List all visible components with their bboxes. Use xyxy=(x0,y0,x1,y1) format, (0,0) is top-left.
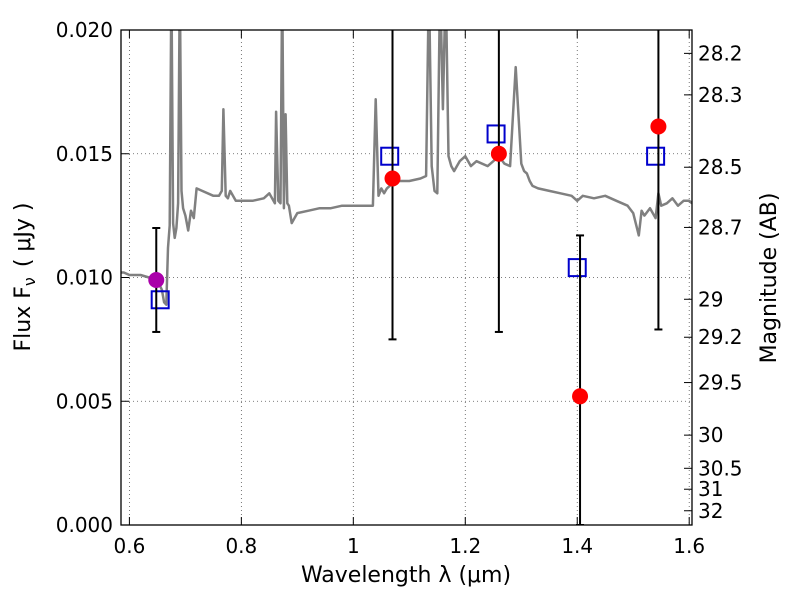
y-tick-label: 0.005 xyxy=(56,389,113,413)
observed-photometry-marker xyxy=(384,170,401,187)
y-axis-label-unit: ( μJy ) xyxy=(11,203,36,268)
model-spectrum-line xyxy=(121,30,692,306)
detection-marker xyxy=(148,271,165,288)
y2-tick-label: 31 xyxy=(698,477,723,501)
x-tick-label: 1.4 xyxy=(561,534,593,558)
observed-photometry-marker xyxy=(490,145,507,162)
model-photometry-marker xyxy=(380,146,400,166)
x-tick-label: 0.8 xyxy=(225,534,257,558)
y2-tick-label: 29.2 xyxy=(698,325,743,349)
model-photometry-marker xyxy=(646,146,666,166)
y-tick-label: 0.010 xyxy=(56,266,113,290)
y2-tick-label: 30.5 xyxy=(698,456,743,480)
y2-tick-label: 28.2 xyxy=(698,41,743,65)
y2-tick-label: 32 xyxy=(698,499,723,523)
x-tick-label: 1 xyxy=(347,534,360,558)
y-tick-label: 0.020 xyxy=(56,18,113,42)
x-tick-label: 1.6 xyxy=(673,534,705,558)
y2-tick-label: 28.3 xyxy=(698,83,743,107)
x-axis-label: Wavelength λ (μm) xyxy=(301,563,511,588)
y2-tick-label: 28.5 xyxy=(698,155,743,179)
observed-photometry-marker xyxy=(572,388,589,405)
y-axis-label-main: Flux F xyxy=(11,286,36,351)
axes-ticks: 0.6 0.8 1 1.2 1.4 1.6 0.000 0.005 0.010 0.015 0.02… xyxy=(56,18,743,558)
model-photometry-marker xyxy=(567,258,587,278)
y-tick-label: 0.015 xyxy=(56,142,113,166)
plot-area xyxy=(121,30,692,525)
y2-tick-label: 28.7 xyxy=(698,215,743,239)
x-tick-label: 0.6 xyxy=(113,534,145,558)
model-photometry-marker xyxy=(150,290,170,310)
y-axis-label-subscript: ν xyxy=(20,277,39,286)
y2-tick-label: 29.5 xyxy=(698,371,743,395)
y2-tick-label: 29 xyxy=(698,287,723,311)
x-tick-label: 1.2 xyxy=(449,534,481,558)
grid xyxy=(121,29,692,526)
observed-photometry-marker xyxy=(650,118,667,135)
y2-axis-label: Magnitude (AB) xyxy=(757,193,782,364)
y2-tick-label: 30 xyxy=(698,423,723,447)
y-tick-label: 0.000 xyxy=(56,513,113,537)
y-axis-label: Flux Fν ( μJy ) xyxy=(11,203,39,352)
model-photometry-marker xyxy=(486,124,506,144)
